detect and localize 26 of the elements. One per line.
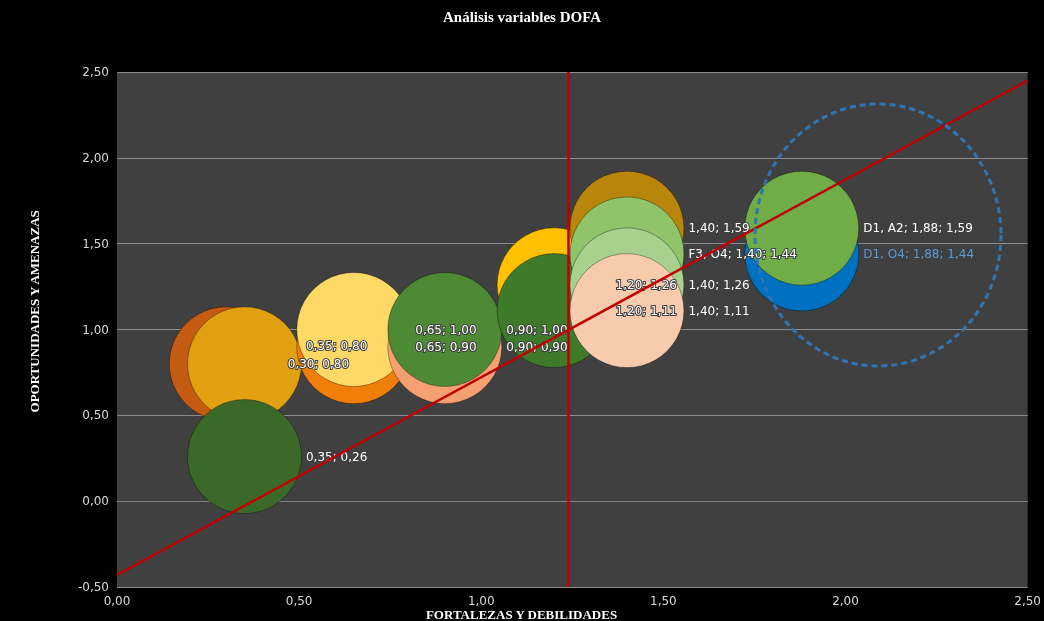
y-tick-label: 0,00 xyxy=(82,494,109,509)
x-tick-label: 2,50 xyxy=(1014,594,1041,608)
x-tick-label: 1,50 xyxy=(650,594,677,608)
x-tick-label: 0,50 xyxy=(285,594,313,608)
data-label: 0,65; 0,90 xyxy=(415,339,477,354)
x-axis-title: FORTALEZAS Y DEBILIDADES xyxy=(425,607,618,621)
y-tick-label: 1,50 xyxy=(82,236,109,251)
data-label: 1,20; 1,26 xyxy=(615,277,677,292)
data-label: 0,30; 0,80 xyxy=(287,356,350,371)
data-label: 0,65; 1,00 xyxy=(415,322,477,337)
y-tick-label: 1,00 xyxy=(82,322,109,337)
data-label: 1,40; 1,11 xyxy=(688,303,750,318)
x-tick-label: 0,00 xyxy=(103,594,131,608)
data-label: 1,40; 1,26 xyxy=(688,277,750,292)
data-label: D1, A2; 1,88; 1,59 xyxy=(863,221,973,236)
y-tick-label: 0,50 xyxy=(82,408,109,423)
data-label: 1,20; 1,11 xyxy=(615,303,677,318)
y-tick-label: 2,50 xyxy=(82,65,109,79)
x-tick-label: 1,00 xyxy=(467,594,495,608)
data-label: 0,35; 0,80 xyxy=(305,338,368,353)
y-tick-label: -0,50 xyxy=(77,580,109,594)
y-tick-label: 2,00 xyxy=(82,150,109,165)
x-tick-label: 2,00 xyxy=(832,594,859,608)
y-axis-title: OPORTUNIDADES Y AMENAZAS xyxy=(27,210,42,413)
data-label: D1, O4; 1,88; 1,44 xyxy=(863,246,975,261)
chart-title: Análisis variables DOFA xyxy=(442,8,602,25)
